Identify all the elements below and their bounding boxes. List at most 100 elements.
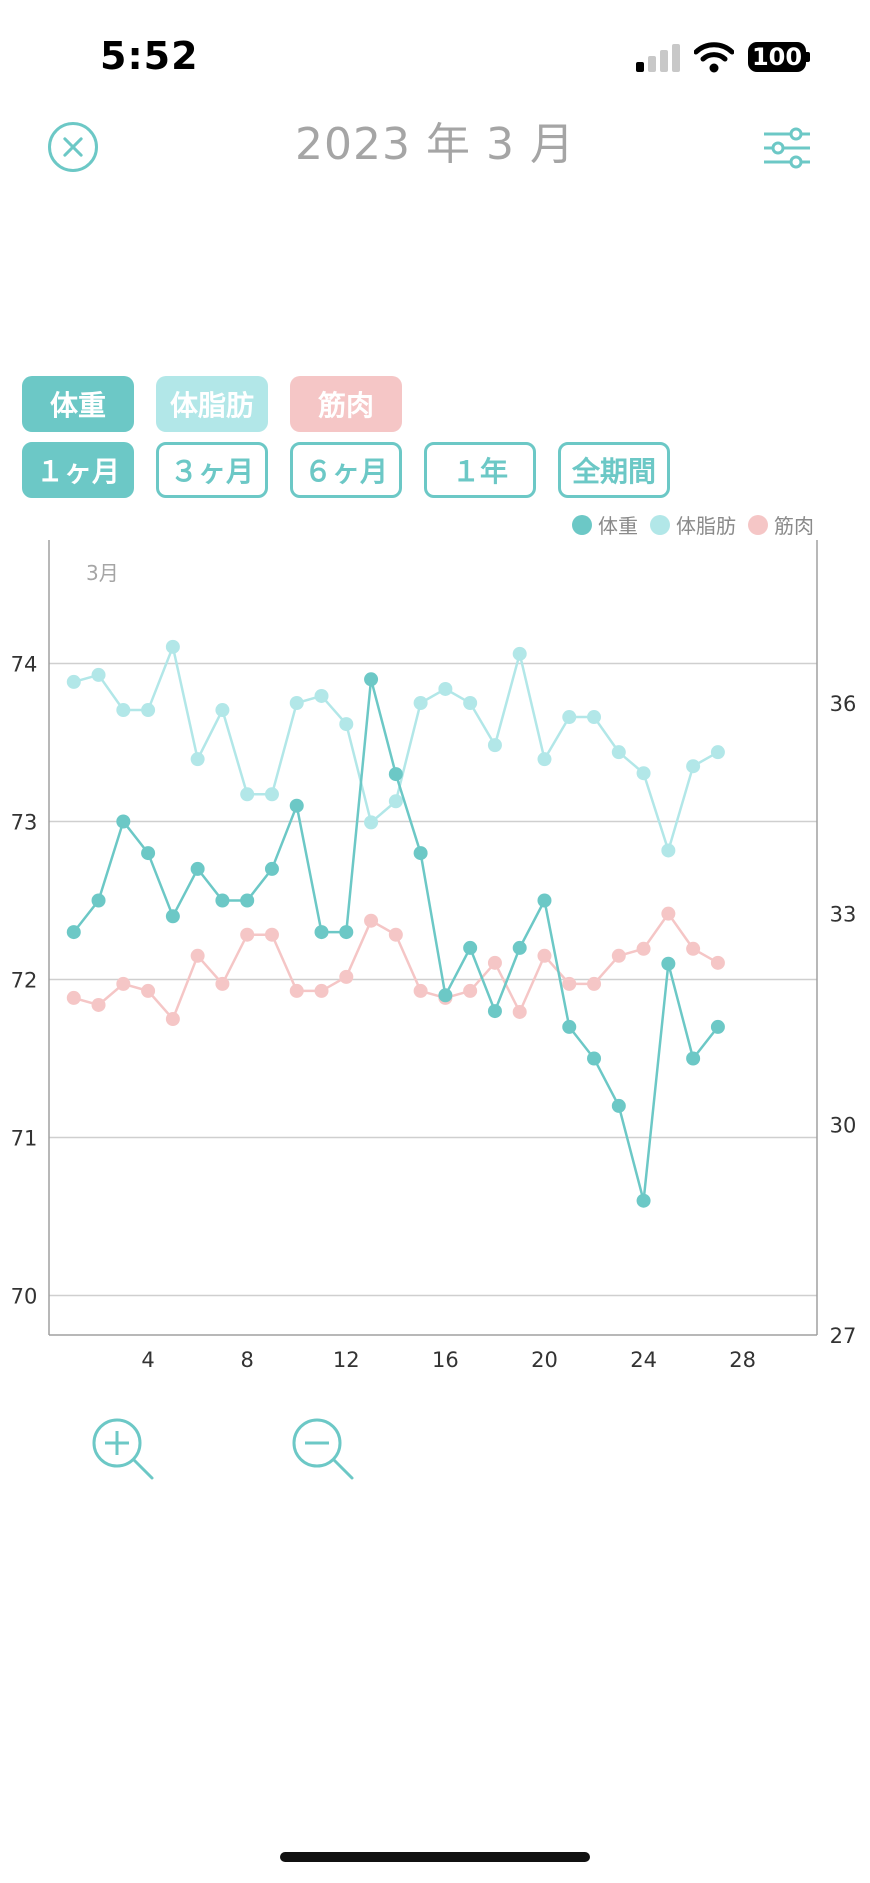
data-point bbox=[190, 752, 205, 767]
wifi-icon bbox=[694, 42, 734, 73]
data-point bbox=[587, 976, 602, 991]
data-point bbox=[190, 948, 205, 963]
legend-item-weight: 体重 bbox=[572, 510, 638, 539]
series-layer bbox=[66, 639, 725, 1208]
data-point bbox=[165, 1012, 180, 1026]
data-point bbox=[487, 955, 502, 970]
close-button[interactable] bbox=[48, 122, 98, 172]
battery-icon: 100 bbox=[748, 42, 806, 72]
y-right-tick-label: 27 bbox=[830, 1324, 857, 1348]
y-left-tick-label: 72 bbox=[11, 969, 38, 993]
data-point bbox=[314, 925, 329, 940]
data-point bbox=[562, 976, 577, 991]
data-point bbox=[66, 674, 81, 689]
data-point bbox=[611, 1098, 626, 1113]
data-point bbox=[264, 787, 279, 802]
tab-weight[interactable]: 体重 bbox=[22, 376, 134, 432]
data-point bbox=[636, 1193, 651, 1208]
data-point bbox=[438, 681, 453, 696]
page-title: 2023 年 3 月 bbox=[295, 119, 575, 170]
data-point bbox=[141, 983, 156, 998]
tab-muscle[interactable]: 筋肉 bbox=[290, 376, 402, 432]
data-point bbox=[636, 941, 651, 956]
tab-1-month[interactable]: １ヶ月 bbox=[22, 442, 134, 498]
data-point bbox=[661, 906, 676, 921]
x-tick-label: 24 bbox=[630, 1348, 657, 1372]
data-point bbox=[165, 639, 180, 654]
data-point bbox=[388, 794, 403, 809]
data-point bbox=[339, 717, 354, 732]
y-right-tick-label: 30 bbox=[830, 1113, 857, 1137]
chart-legend: 体重 体脂肪 筋肉 bbox=[572, 510, 814, 539]
data-point bbox=[165, 909, 180, 924]
x-tick-label: 28 bbox=[729, 1348, 756, 1372]
data-point bbox=[611, 948, 626, 963]
metric-tabs: 体重 体脂肪 筋肉 bbox=[22, 376, 402, 432]
data-point bbox=[438, 988, 453, 1003]
legend-swatch bbox=[572, 514, 592, 535]
zoom-in-icon[interactable] bbox=[90, 1416, 160, 1486]
data-point bbox=[289, 696, 304, 710]
data-point bbox=[215, 893, 230, 908]
data-point bbox=[240, 893, 255, 908]
home-indicator[interactable] bbox=[280, 1852, 590, 1862]
data-point bbox=[537, 752, 552, 767]
data-point bbox=[240, 787, 255, 802]
data-point bbox=[587, 710, 602, 725]
data-point bbox=[91, 997, 106, 1012]
data-point bbox=[364, 913, 379, 928]
data-point bbox=[537, 948, 552, 963]
status-bar: 5:52 100 bbox=[0, 0, 870, 110]
tab-1-year[interactable]: １年 bbox=[424, 442, 536, 498]
tab-body-fat[interactable]: 体脂肪 bbox=[156, 376, 268, 432]
data-point bbox=[710, 1019, 725, 1034]
legend-swatch bbox=[748, 514, 768, 535]
x-tick-label: 4 bbox=[141, 1348, 154, 1372]
data-point bbox=[91, 893, 106, 908]
x-tick-label: 20 bbox=[531, 1348, 558, 1372]
data-point bbox=[264, 861, 279, 876]
status-time: 5:52 bbox=[100, 34, 199, 78]
data-point bbox=[537, 893, 552, 908]
legend-label: 体脂肪 bbox=[676, 514, 736, 538]
data-point bbox=[141, 703, 156, 718]
data-point bbox=[562, 1019, 577, 1034]
x-tick-label: 8 bbox=[241, 1348, 254, 1372]
data-point bbox=[463, 940, 478, 955]
data-point bbox=[562, 710, 577, 725]
data-point bbox=[636, 766, 651, 781]
cellular-signal-icon bbox=[636, 44, 680, 72]
data-point bbox=[512, 940, 527, 955]
data-point bbox=[339, 925, 354, 940]
data-point bbox=[364, 815, 379, 830]
data-point bbox=[413, 983, 428, 998]
axis-layer: 70717273742730333639481216202428 bbox=[11, 540, 857, 1372]
line-chart: 70717273742730333639481216202428 3月 bbox=[11, 540, 857, 1372]
tab-6-months[interactable]: ６ヶ月 bbox=[290, 442, 402, 498]
data-point bbox=[587, 1051, 602, 1066]
battery-tip bbox=[806, 52, 810, 62]
data-point bbox=[339, 969, 354, 984]
data-point bbox=[388, 767, 403, 782]
data-point bbox=[66, 925, 81, 940]
legend-label: 筋肉 bbox=[774, 514, 814, 538]
data-point bbox=[512, 1004, 527, 1019]
zoom-out-icon[interactable] bbox=[290, 1416, 360, 1486]
y-left-tick-label: 74 bbox=[11, 653, 38, 677]
data-point bbox=[413, 846, 428, 861]
data-point bbox=[463, 983, 478, 998]
month-label: 3月 bbox=[86, 561, 119, 585]
data-point bbox=[91, 667, 106, 682]
y-right-tick-label: 36 bbox=[830, 692, 857, 716]
data-point bbox=[686, 759, 701, 774]
filter-settings-icon[interactable] bbox=[762, 126, 812, 170]
data-point bbox=[66, 990, 81, 1005]
data-point bbox=[215, 703, 230, 718]
tab-3-months[interactable]: ３ヶ月 bbox=[156, 442, 268, 498]
data-point bbox=[661, 843, 676, 858]
tab-all-time[interactable]: 全期間 bbox=[558, 442, 670, 498]
data-point bbox=[710, 745, 725, 760]
data-point bbox=[512, 646, 527, 661]
data-point bbox=[661, 956, 676, 971]
data-point bbox=[314, 688, 329, 703]
